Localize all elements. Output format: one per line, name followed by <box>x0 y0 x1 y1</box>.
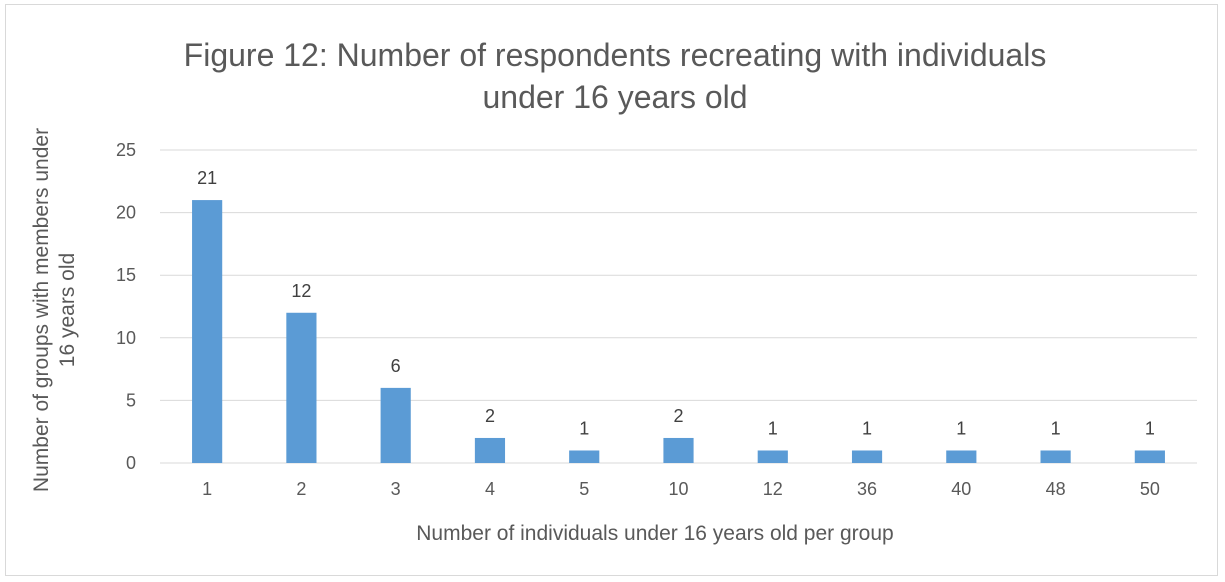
y-tick-label: 0 <box>126 453 136 473</box>
y-tick-label: 10 <box>116 328 136 348</box>
bars <box>192 200 1165 463</box>
chart-title: Figure 12: Number of respondents recreat… <box>184 37 1047 115</box>
x-tick-label: 50 <box>1140 479 1160 499</box>
bar <box>286 312 317 463</box>
bar <box>569 450 600 463</box>
gridlines <box>160 149 1197 464</box>
bar <box>946 450 977 463</box>
x-tick-label: 10 <box>668 479 688 499</box>
bar <box>757 450 788 463</box>
bar <box>1134 450 1165 463</box>
data-label: 1 <box>862 418 872 438</box>
bar <box>192 200 223 463</box>
bar <box>474 437 506 463</box>
x-tick-label: 4 <box>485 479 495 499</box>
data-label: 2 <box>485 406 495 426</box>
y-axis-title-line-2: 16 years old <box>56 253 79 367</box>
x-tick-label: 36 <box>857 479 877 499</box>
data-label: 1 <box>1145 418 1155 438</box>
y-tick-label: 20 <box>116 203 136 223</box>
x-tick-label: 3 <box>391 479 401 499</box>
bar <box>663 437 694 463</box>
x-tick-label: 5 <box>579 479 589 499</box>
chart-title-line-1: Figure 12: Number of respondents recreat… <box>184 37 1047 73</box>
data-label: 21 <box>197 168 217 188</box>
y-tick-label: 15 <box>116 265 136 285</box>
x-tick-label: 40 <box>951 479 971 499</box>
data-label: 2 <box>673 406 683 426</box>
data-label: 1 <box>579 418 589 438</box>
x-tick-label: 12 <box>763 479 783 499</box>
y-tick-label: 5 <box>126 390 136 410</box>
data-label: 1 <box>1051 418 1061 438</box>
x-tick-label: 48 <box>1046 479 1066 499</box>
data-label: 1 <box>768 418 778 438</box>
y-axis-ticks: 0 5 10 15 20 25 <box>116 140 136 473</box>
chart-title-line-2: under 16 years old <box>482 79 747 115</box>
x-axis-ticks: 1 2 3 4 5 10 12 36 40 48 50 <box>202 479 1160 499</box>
data-label: 6 <box>391 356 401 376</box>
x-tick-label: 1 <box>202 479 212 499</box>
y-axis-title: Number of groups with members under 16 y… <box>30 128 79 492</box>
y-tick-label: 25 <box>116 140 136 160</box>
x-axis-title: Number of individuals under 16 years old… <box>416 522 893 545</box>
data-label: 1 <box>956 418 966 438</box>
data-label: 12 <box>291 281 311 301</box>
bar <box>380 387 411 463</box>
bar <box>1040 450 1071 463</box>
x-tick-label: 2 <box>296 479 306 499</box>
bar <box>851 450 883 463</box>
y-axis-title-line-1: Number of groups with members under <box>30 128 53 492</box>
